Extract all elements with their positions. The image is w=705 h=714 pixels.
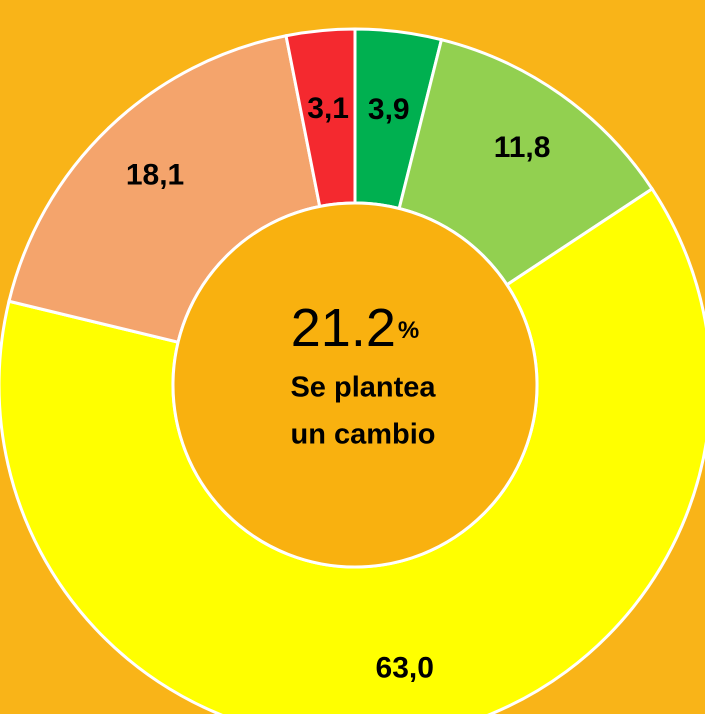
center-caption: Se plantea [290, 372, 436, 404]
center-caption: un cambio [290, 419, 435, 451]
data-label: 3,9 [368, 93, 410, 126]
center-unit: % [398, 317, 419, 344]
data-label: 11,8 [494, 131, 551, 164]
data-label: 3,1 [307, 92, 349, 125]
center-value: 21.2% [291, 298, 419, 358]
data-label: 63,0 [376, 652, 434, 685]
donut [0, 27, 705, 714]
data-label: 18,1 [126, 158, 184, 191]
donut-hole [171, 201, 539, 569]
center-number: 21.2 [291, 298, 396, 358]
